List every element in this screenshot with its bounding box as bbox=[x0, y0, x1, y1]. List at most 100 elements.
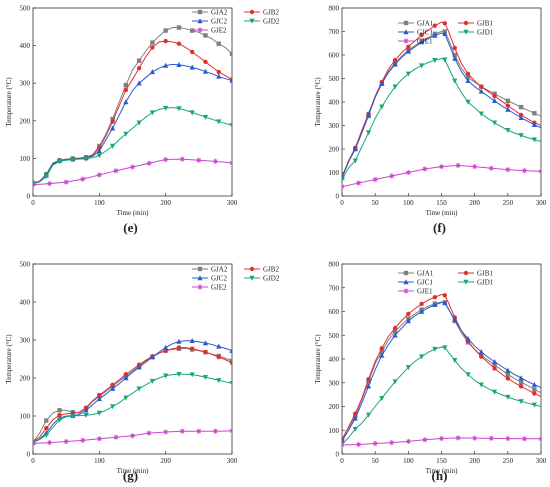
legend-label: GJA1 bbox=[417, 20, 434, 28]
data-point bbox=[96, 172, 102, 178]
legend-marker-GJC2 bbox=[197, 275, 203, 281]
legend-marker-GJB1 bbox=[463, 20, 469, 26]
data-point bbox=[196, 157, 202, 163]
data-point bbox=[136, 386, 142, 392]
series-line-GJA2 bbox=[33, 27, 232, 184]
data-point bbox=[56, 417, 63, 423]
data-point bbox=[202, 68, 209, 74]
y-tick-label: 500 bbox=[20, 261, 31, 269]
data-point bbox=[136, 364, 142, 370]
legend-marker-GJE2 bbox=[197, 284, 203, 290]
data-point bbox=[176, 338, 182, 344]
x-axis-title: Time (min) bbox=[426, 467, 458, 475]
data-point bbox=[229, 123, 232, 129]
legend-marker-GJB2 bbox=[249, 9, 255, 15]
data-point bbox=[136, 65, 142, 71]
legend-label: GJA2 bbox=[211, 266, 228, 274]
data-point bbox=[70, 157, 76, 163]
series-GJE1 bbox=[342, 435, 541, 448]
data-point bbox=[488, 435, 494, 441]
y-tick-label: 200 bbox=[329, 146, 340, 154]
series-GJD1 bbox=[342, 345, 541, 448]
data-point bbox=[129, 164, 136, 170]
series-GJA1 bbox=[342, 29, 541, 180]
data-point bbox=[216, 41, 221, 46]
x-tick-label: 0 bbox=[31, 199, 35, 207]
data-point bbox=[478, 111, 484, 117]
data-point bbox=[392, 332, 398, 338]
data-point bbox=[110, 143, 116, 149]
data-point bbox=[472, 164, 478, 170]
data-point bbox=[203, 349, 208, 355]
y-tick-label: 500 bbox=[329, 332, 340, 340]
data-point bbox=[405, 48, 411, 54]
data-point bbox=[44, 418, 49, 423]
data-point bbox=[123, 375, 129, 381]
legend: GJA2 GJB2 GJC2 GJD2 GJE2 bbox=[192, 9, 280, 35]
data-point bbox=[379, 352, 385, 358]
series-line-GJD2 bbox=[33, 373, 232, 444]
legend-label: GJE1 bbox=[417, 288, 433, 296]
panel-label: (f) bbox=[433, 220, 446, 235]
data-point bbox=[405, 71, 411, 77]
data-point bbox=[478, 349, 484, 355]
data-point bbox=[442, 293, 448, 298]
data-point bbox=[432, 23, 438, 28]
data-point bbox=[110, 404, 116, 410]
legend-marker-GJA2 bbox=[197, 266, 203, 272]
legend-marker-GJA1 bbox=[403, 270, 409, 276]
data-point bbox=[392, 325, 398, 331]
data-point bbox=[419, 354, 425, 360]
data-point bbox=[136, 58, 142, 63]
data-point bbox=[229, 360, 232, 365]
panel-label: (e) bbox=[123, 220, 137, 235]
data-point bbox=[83, 156, 89, 162]
data-point bbox=[492, 93, 497, 99]
data-point bbox=[33, 440, 36, 446]
x-tick-label: 50 bbox=[372, 457, 380, 465]
data-point bbox=[355, 441, 362, 448]
data-point bbox=[97, 392, 102, 398]
y-tick-label: 400 bbox=[20, 42, 31, 50]
y-tick-label: 300 bbox=[329, 379, 340, 387]
data-point bbox=[366, 376, 371, 382]
data-point bbox=[96, 410, 102, 416]
series-GJB1 bbox=[342, 21, 541, 179]
data-point bbox=[518, 399, 524, 405]
y-tick-label: 0 bbox=[27, 451, 31, 459]
data-point bbox=[176, 25, 182, 30]
series-line-GJD1 bbox=[342, 58, 541, 180]
data-point bbox=[123, 372, 129, 377]
data-point bbox=[190, 49, 195, 55]
data-point bbox=[518, 133, 524, 139]
series-line-GJC2 bbox=[33, 340, 232, 444]
data-point bbox=[465, 336, 471, 342]
legend: GJA1 GJB1 GJC1 GJD1 GJE1 bbox=[398, 20, 494, 46]
data-point bbox=[372, 440, 378, 447]
data-point bbox=[179, 428, 185, 434]
data-point bbox=[505, 128, 511, 133]
legend-label: GJC1 bbox=[417, 279, 433, 287]
y-tick-label: 600 bbox=[329, 308, 340, 316]
legend-label: GJD2 bbox=[263, 275, 280, 283]
legend-label: GJD2 bbox=[263, 18, 280, 26]
data-point bbox=[123, 395, 129, 401]
y-tick-label: 700 bbox=[329, 284, 340, 292]
data-point bbox=[505, 106, 511, 112]
chart-panel-2: 0 50 100 150 200 250 300 0 100 200 300 400 500 600 700… bbox=[314, 5, 547, 236]
data-point bbox=[465, 78, 471, 84]
data-point bbox=[136, 120, 142, 126]
series-line-GJE2 bbox=[33, 158, 232, 186]
x-axis-title: Time (min) bbox=[117, 467, 149, 475]
data-point bbox=[229, 51, 232, 57]
data-point bbox=[432, 346, 438, 352]
data-point bbox=[365, 130, 372, 136]
x-tick-label: 300 bbox=[227, 457, 238, 465]
x-tick-label: 0 bbox=[340, 199, 344, 207]
legend-label: GJA2 bbox=[211, 9, 228, 17]
series-GJD2 bbox=[33, 105, 232, 187]
data-point bbox=[83, 407, 89, 413]
data-point bbox=[478, 88, 484, 94]
panel-label: (g) bbox=[123, 468, 138, 483]
